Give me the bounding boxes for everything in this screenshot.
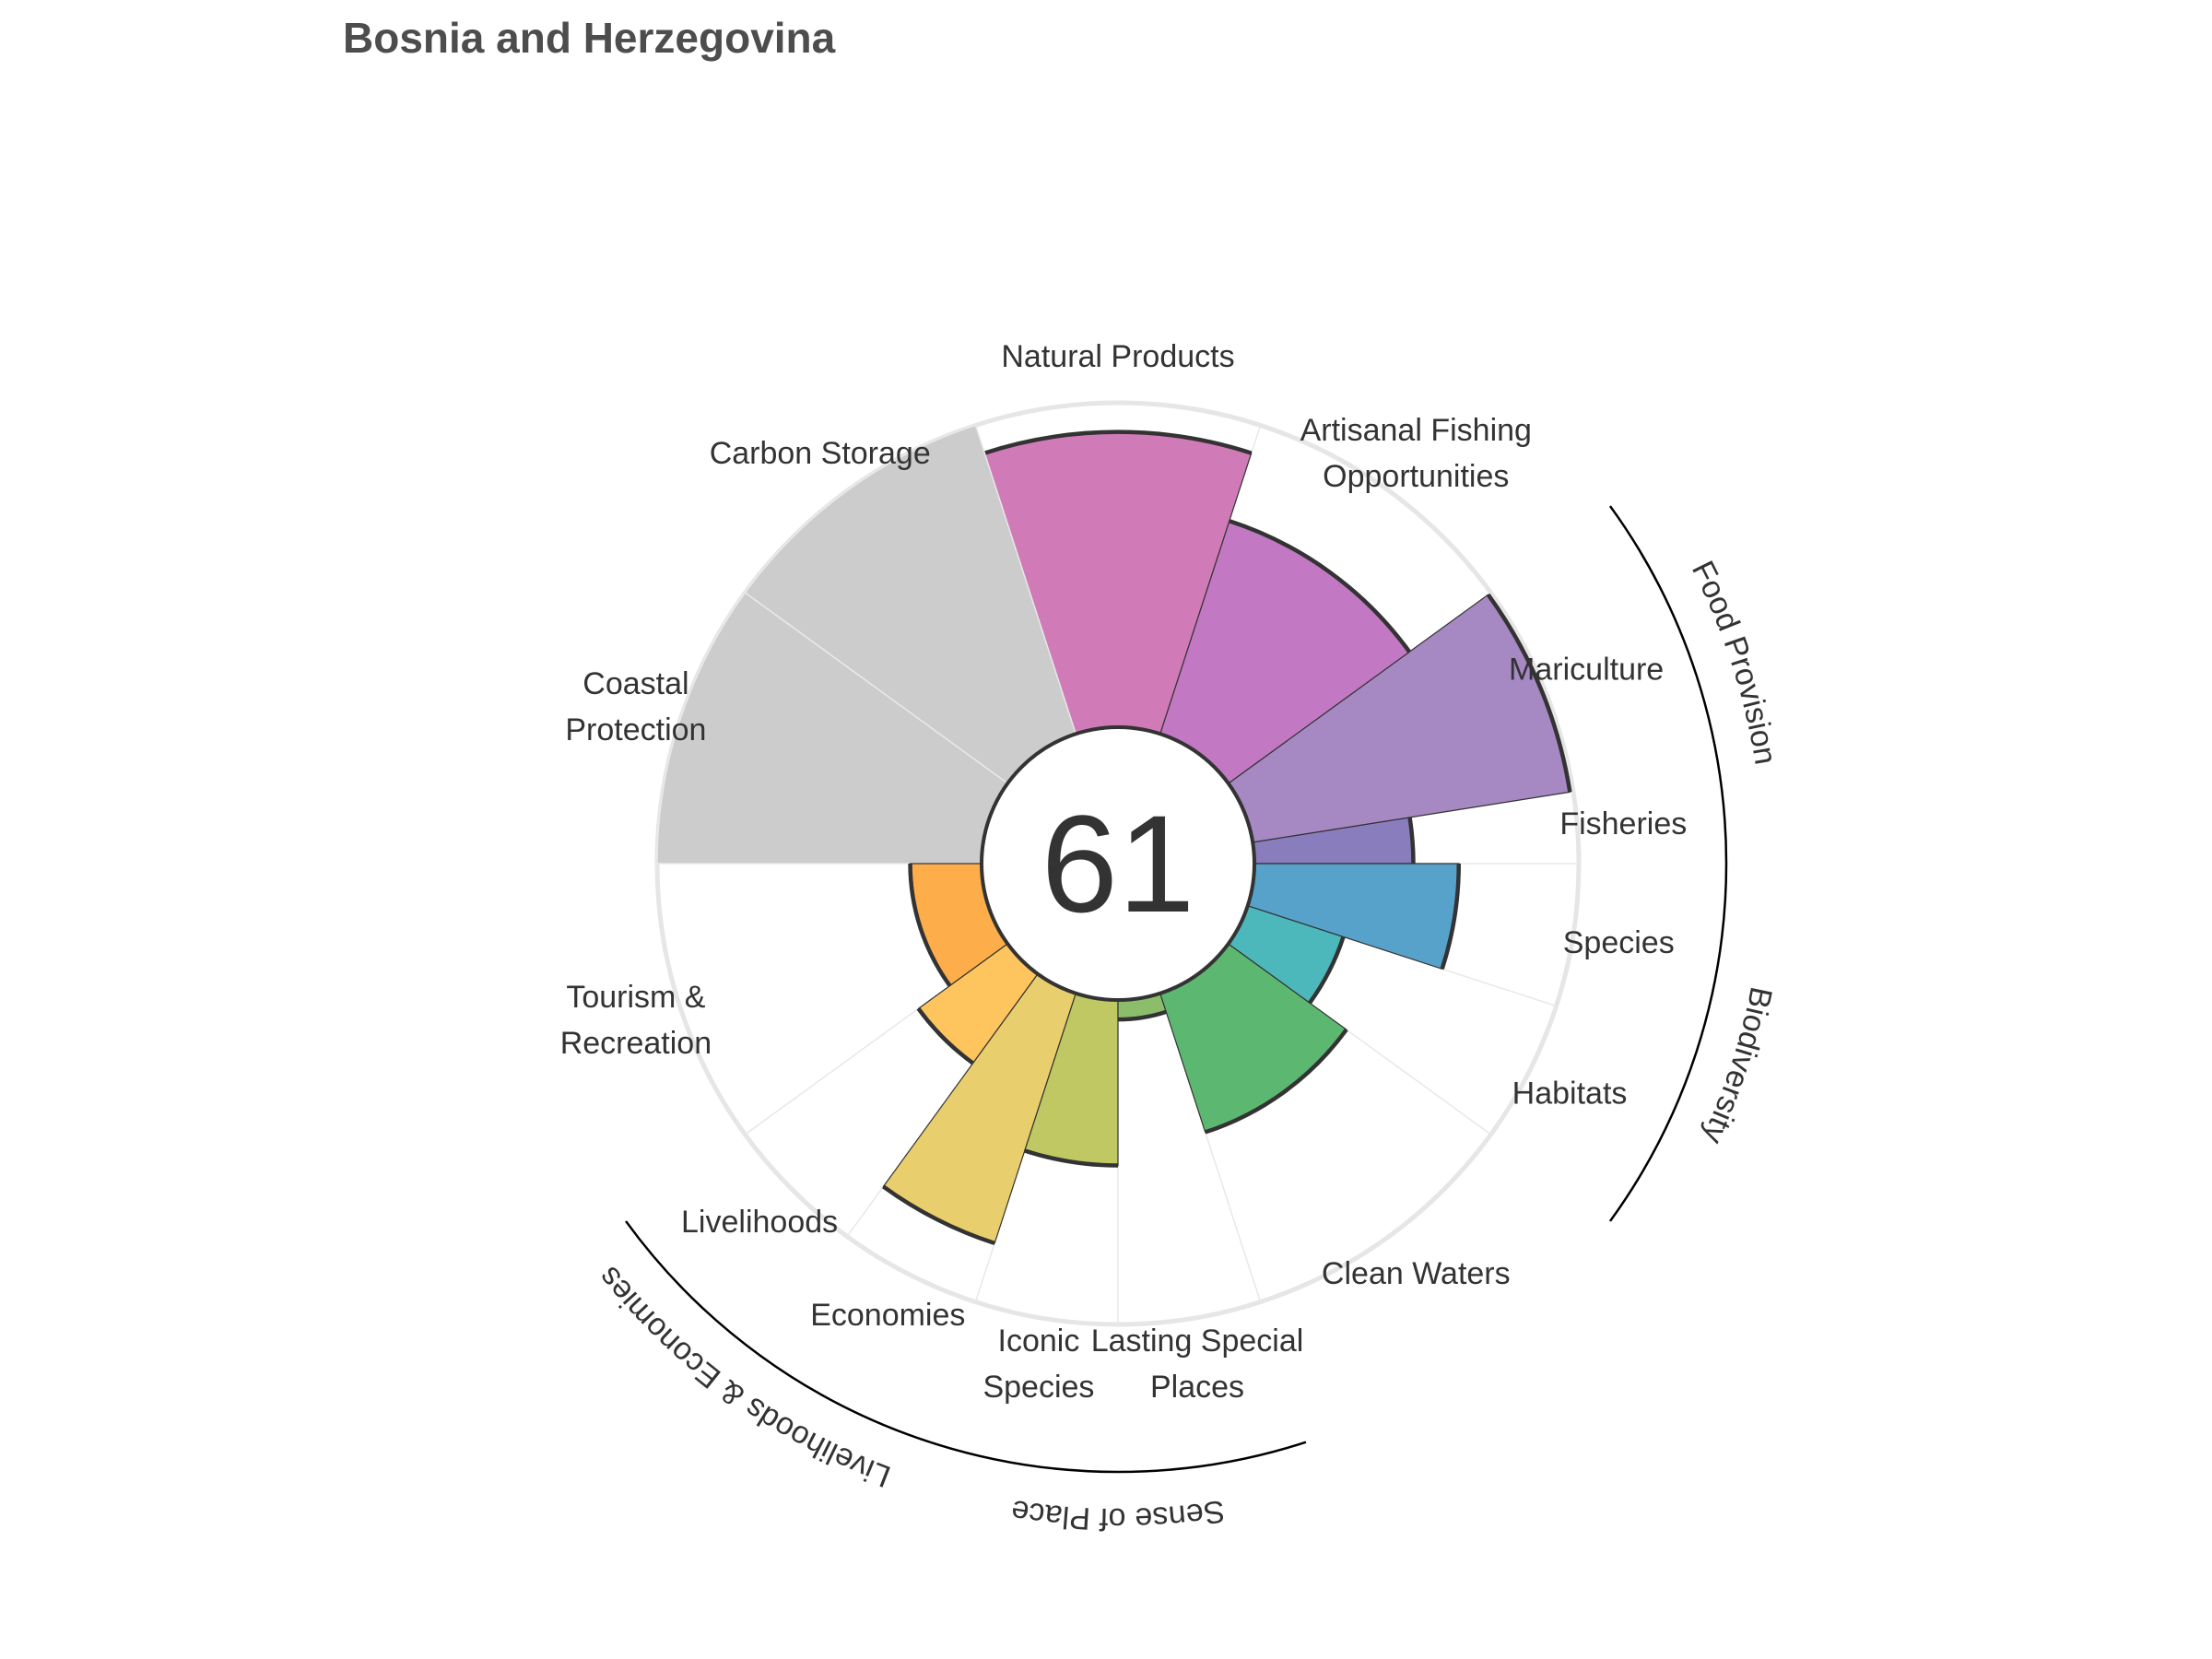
center-disc (980, 725, 1256, 1002)
petal-outline (916, 1007, 974, 1065)
group-arc (625, 1220, 931, 1443)
petal-label: Livelihoods (681, 1205, 838, 1240)
petal-outline (1440, 863, 1462, 970)
group-label: Livelihoods & Economies (591, 1260, 895, 1494)
petal-label: Tourism & (566, 980, 705, 1015)
group-arc (1608, 863, 1728, 1222)
petal-label: Artisanal Fishing (1300, 413, 1532, 448)
group-label-path (602, 1250, 911, 1474)
group-label-text: Food Provision (1685, 556, 1783, 768)
group-label-text: Sense of Place (1009, 1493, 1228, 1536)
petal-outline (1229, 519, 1412, 653)
group-label: Food Provision (1685, 556, 1783, 768)
petal-label: Protection (565, 712, 706, 747)
label-layer: Fisheries Mariculture Artisanal Fishing Opp… (560, 339, 1688, 1405)
group-arc (929, 1441, 1307, 1474)
petal-outline (1308, 935, 1346, 1005)
petal-label: Species (1563, 925, 1675, 960)
petal-label: Carbon Storage (710, 436, 931, 471)
petal-label: Opportunities (1323, 459, 1509, 494)
petal-label: Species (982, 1370, 1094, 1405)
petal-label: Clean Waters (1322, 1256, 1511, 1291)
petal-label: Habitats (1512, 1077, 1628, 1112)
center-score: 61 (1041, 786, 1195, 941)
group-label: Sense of Place (1009, 1493, 1228, 1536)
petal-label: Places (1150, 1370, 1244, 1405)
group-arc (1608, 505, 1728, 865)
petal-label: Mariculture (1509, 653, 1664, 688)
petal-label: Natural Products (1001, 339, 1234, 374)
petal-outline (1117, 1009, 1167, 1022)
petal-outline (882, 1184, 995, 1246)
petal-label: Recreation (560, 1026, 712, 1061)
petal-outline (1204, 1028, 1348, 1135)
group-label-text: Livelihoods & Economies (591, 1260, 895, 1494)
petal-label: Iconic (998, 1324, 1080, 1359)
petal-label: Lasting Special (1091, 1324, 1304, 1359)
petal-label: Fisheries (1559, 806, 1687, 841)
petal-layer (656, 424, 1572, 1246)
petal-outline (1024, 1148, 1119, 1168)
petal-label: Coastal (582, 666, 688, 701)
petal-outline (908, 863, 952, 987)
petal-label: Economies (810, 1298, 965, 1333)
page-title: Bosnia and Herzegovina (343, 14, 836, 62)
petal-outline (983, 429, 1253, 455)
petal-outline (1486, 593, 1572, 793)
